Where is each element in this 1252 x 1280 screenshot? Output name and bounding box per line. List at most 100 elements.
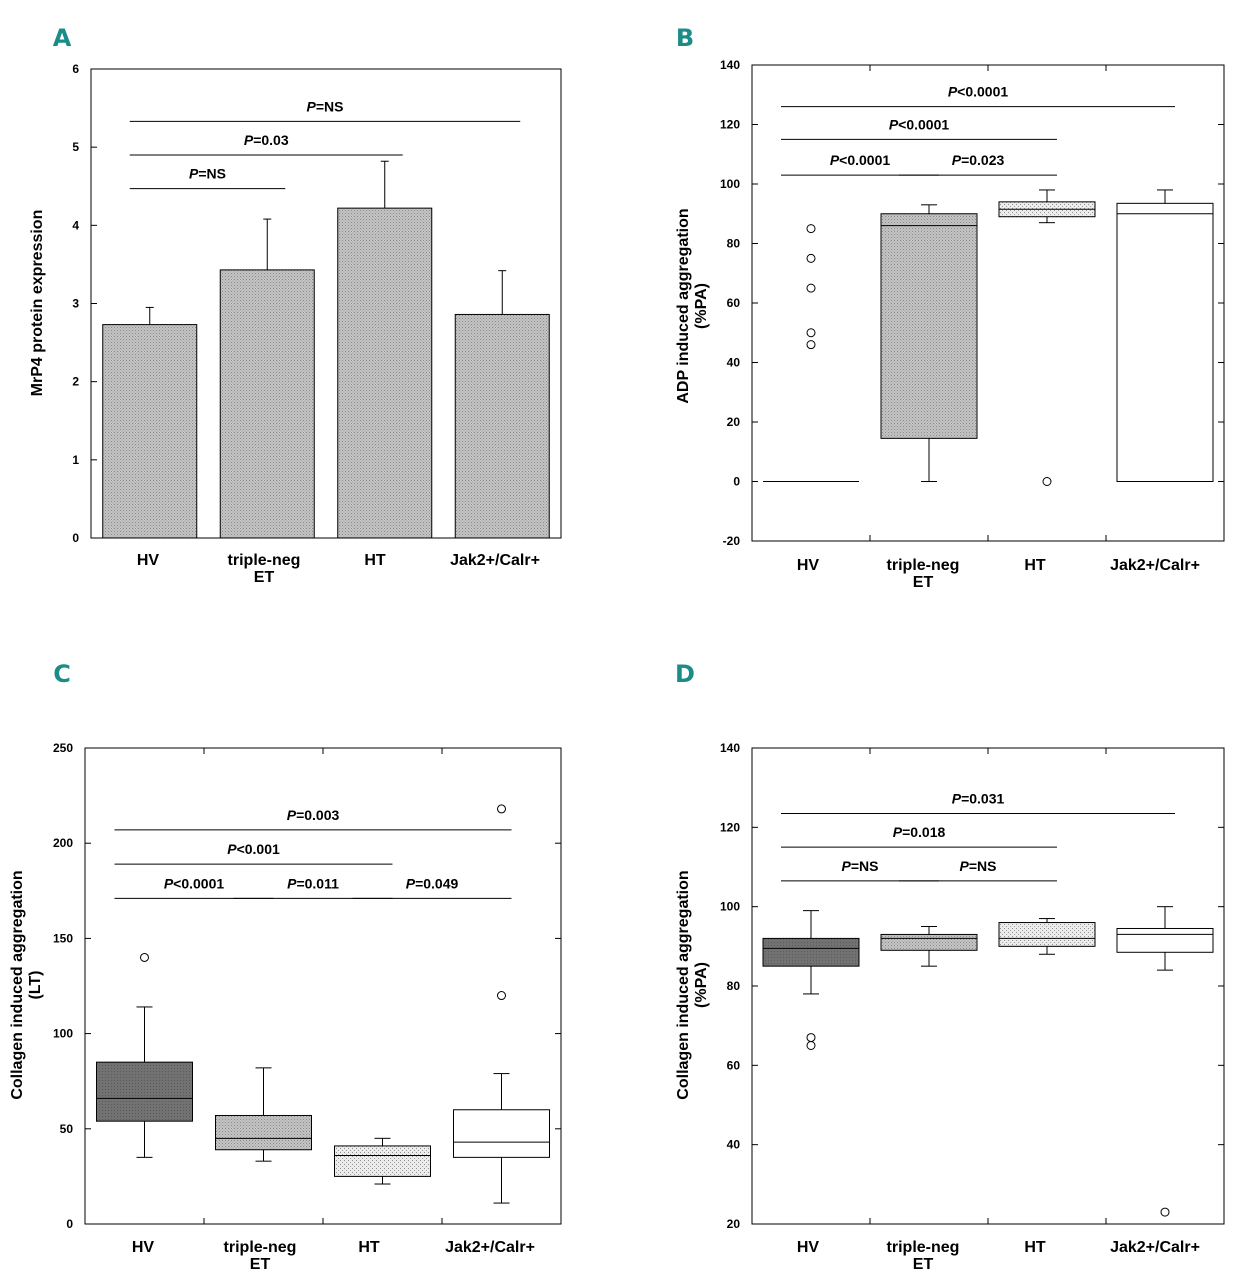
outlier-point (1042, 477, 1052, 486)
significance-label: P=0.018 (893, 824, 946, 840)
y-tick-label: 40 (727, 1138, 741, 1152)
box-iqr (998, 922, 1096, 947)
y-axis-label: Collagen induced aggregation(LT) (9, 870, 44, 1099)
y-tick-label: 6 (72, 62, 79, 76)
box-iqr (880, 213, 978, 439)
category-label: HT (358, 1239, 380, 1256)
box-3 (1116, 189, 1214, 482)
panel-a: A 0 1 2 3 4 5 6 MrP4 protein expression HV triple-… (29, 24, 562, 586)
y-tick-label: 50 (60, 1122, 74, 1136)
category-label: Jak2+/Calr+ (445, 1239, 535, 1256)
significance-label: P<0.0001 (164, 875, 225, 891)
significance-label: P<0.0001 (948, 84, 1009, 100)
significance-label: P=0.03 (244, 132, 289, 148)
category-label: triple-neg ET (224, 1239, 297, 1273)
category-label: HT (1024, 1239, 1046, 1256)
y-tick-label: 250 (53, 741, 73, 755)
y-tick-label: 120 (720, 820, 740, 834)
y-axis-label: ADP induced aggregation(%PA) (675, 208, 710, 403)
category-label: HT (1024, 557, 1046, 574)
bar (102, 324, 198, 539)
box-0 (96, 952, 193, 1158)
box-iqr (453, 1109, 550, 1158)
y-tick-label: 1 (72, 453, 79, 467)
panel-b: B -20 0 20 40 60 80 100 120 140 ADP induced aggreg… (675, 24, 1225, 591)
significance-label: P<0.0001 (889, 116, 950, 132)
outlier-point (140, 952, 149, 962)
outlier-point (806, 253, 816, 263)
plot-frame (751, 747, 1225, 1225)
box-1 (880, 926, 978, 967)
box-1 (880, 204, 978, 482)
box-iqr (880, 933, 978, 951)
panel-letter: D (675, 660, 695, 688)
y-tick-label: 200 (53, 836, 73, 850)
outlier-point (497, 991, 506, 1001)
box-2 (334, 1137, 431, 1185)
y-tick-label: 40 (727, 356, 741, 370)
y-tick-label: 150 (53, 931, 73, 945)
outlier-point (806, 1033, 816, 1043)
panel-letter: A (53, 24, 72, 52)
category-label: Jak2+/Calr+ (1110, 1239, 1200, 1256)
category-label: triple-neg ET (887, 1239, 960, 1273)
y-tick-label: 2 (72, 375, 79, 389)
box-0 (762, 910, 860, 1050)
box-3 (453, 804, 550, 1204)
box-iqr (96, 1061, 193, 1122)
panel-c: C 0 50 100 150 200 250 Collagen induced aggrega… (9, 660, 562, 1273)
outlier-point (806, 340, 816, 350)
significance-label: P=NS (960, 858, 997, 874)
y-tick-label: 100 (720, 900, 740, 914)
y-tick-label: 60 (727, 1058, 741, 1072)
y-tick-label: 60 (727, 296, 741, 310)
significance-label: P=0.011 (287, 875, 339, 891)
box-iqr (1116, 202, 1214, 482)
y-tick-label: 100 (53, 1027, 73, 1041)
y-tick-label: 140 (720, 741, 740, 755)
category-label: HV (137, 552, 160, 569)
box-iqr (1116, 927, 1214, 953)
outlier-point (1160, 1207, 1170, 1217)
bar (219, 269, 315, 539)
box-iqr (334, 1145, 431, 1177)
category-label: Jak2+/Calr+ (450, 552, 540, 569)
y-tick-label: 140 (720, 58, 740, 72)
significance-label: P<0.0001 (830, 152, 891, 168)
significance-label: P=NS (189, 166, 226, 182)
panel-letter: B (676, 24, 694, 52)
y-tick-label: -20 (723, 534, 741, 548)
category-label: triple-neg ET (887, 557, 960, 591)
box-0 (763, 224, 859, 482)
category-label: HV (132, 1239, 155, 1256)
bar (454, 313, 550, 539)
significance-label: P=0.023 (952, 152, 1005, 168)
panel-d: D 20 40 60 80 100 120 140 Collagen induced aggre… (675, 660, 1225, 1273)
y-tick-label: 20 (727, 1217, 741, 1231)
y-tick-label: 100 (720, 177, 740, 191)
y-tick-label: 5 (72, 140, 79, 154)
category-label: HV (797, 557, 820, 574)
category-label: Jak2+/Calr+ (1110, 557, 1200, 574)
box-iqr (215, 1114, 312, 1151)
significance-label: P=0.031 (952, 790, 1005, 806)
y-tick-label: 0 (733, 475, 740, 489)
significance-label: P=0.049 (406, 875, 459, 891)
y-tick-label: 80 (727, 979, 741, 993)
outlier-point (806, 1041, 816, 1050)
significance-label: P<0.001 (227, 841, 280, 857)
panel-letter: C (53, 660, 71, 688)
box-1 (215, 1067, 312, 1162)
significance-label: P=0.003 (287, 807, 340, 823)
y-axis-label: MrP4 protein expression (29, 210, 46, 397)
box-2 (998, 918, 1096, 955)
box-3 (1116, 906, 1214, 1217)
bar (337, 207, 433, 539)
outlier-point (497, 804, 506, 814)
box-2 (998, 189, 1096, 486)
category-label: triple-neg ET (228, 552, 301, 586)
y-tick-label: 0 (72, 531, 79, 545)
category-label: HV (797, 1239, 820, 1256)
y-tick-label: 0 (66, 1217, 73, 1231)
